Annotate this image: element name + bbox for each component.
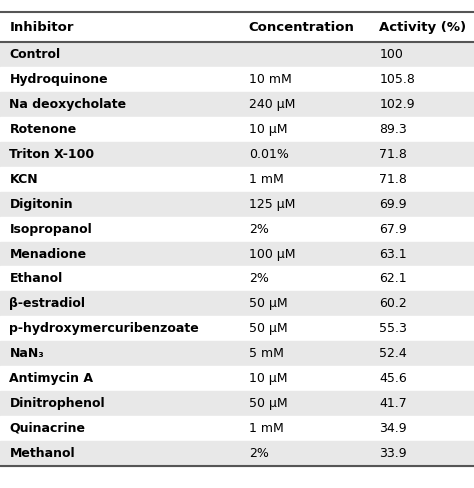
Text: Na deoxycholate: Na deoxycholate bbox=[9, 98, 127, 111]
Text: 5 mM: 5 mM bbox=[249, 347, 284, 360]
Text: Rotenone: Rotenone bbox=[9, 123, 77, 136]
Bar bbox=[0, 441, 474, 466]
Bar bbox=[0, 117, 474, 142]
Bar bbox=[0, 12, 474, 42]
Text: Inhibitor: Inhibitor bbox=[9, 21, 74, 34]
Text: 2%: 2% bbox=[249, 272, 269, 285]
Bar bbox=[0, 217, 474, 242]
Text: 71.8: 71.8 bbox=[379, 173, 407, 186]
Text: 0.01%: 0.01% bbox=[249, 148, 289, 161]
Text: Dinitrophenol: Dinitrophenol bbox=[9, 397, 105, 410]
Bar bbox=[0, 242, 474, 266]
Text: Digitonin: Digitonin bbox=[9, 198, 73, 211]
Bar bbox=[0, 341, 474, 366]
Text: 34.9: 34.9 bbox=[379, 422, 407, 435]
Text: KCN: KCN bbox=[9, 173, 38, 186]
Text: 100: 100 bbox=[379, 48, 403, 61]
Text: 41.7: 41.7 bbox=[379, 397, 407, 410]
Text: Ethanol: Ethanol bbox=[9, 272, 63, 285]
Text: 105.8: 105.8 bbox=[379, 73, 415, 86]
Text: 240 μM: 240 μM bbox=[249, 98, 295, 111]
Text: 63.1: 63.1 bbox=[379, 247, 407, 261]
Text: Menadione: Menadione bbox=[9, 247, 87, 261]
Text: 10 mM: 10 mM bbox=[249, 73, 292, 86]
Text: 2%: 2% bbox=[249, 223, 269, 236]
Text: NaN₃: NaN₃ bbox=[9, 347, 44, 360]
Text: Activity (%): Activity (%) bbox=[379, 21, 466, 34]
Text: 2%: 2% bbox=[249, 447, 269, 460]
Text: 125 μM: 125 μM bbox=[249, 198, 295, 211]
Text: Isopropanol: Isopropanol bbox=[9, 223, 92, 236]
Bar bbox=[0, 67, 474, 92]
Text: 69.9: 69.9 bbox=[379, 198, 407, 211]
Bar bbox=[0, 266, 474, 291]
Text: Concentration: Concentration bbox=[249, 21, 355, 34]
Text: 50 μM: 50 μM bbox=[249, 297, 287, 310]
Text: p-hydroxymercuribenzoate: p-hydroxymercuribenzoate bbox=[9, 322, 199, 335]
Bar bbox=[0, 142, 474, 167]
Bar bbox=[0, 42, 474, 67]
Text: 100 μM: 100 μM bbox=[249, 247, 295, 261]
Text: 10 μM: 10 μM bbox=[249, 123, 287, 136]
Text: 1 mM: 1 mM bbox=[249, 173, 283, 186]
Text: 89.3: 89.3 bbox=[379, 123, 407, 136]
Text: Hydroquinone: Hydroquinone bbox=[9, 73, 108, 86]
Text: 1 mM: 1 mM bbox=[249, 422, 283, 435]
Text: 55.3: 55.3 bbox=[379, 322, 407, 335]
Text: 102.9: 102.9 bbox=[379, 98, 415, 111]
Text: 67.9: 67.9 bbox=[379, 223, 407, 236]
Bar bbox=[0, 416, 474, 441]
Text: 10 μM: 10 μM bbox=[249, 372, 287, 385]
Text: 62.1: 62.1 bbox=[379, 272, 407, 285]
Text: Methanol: Methanol bbox=[9, 447, 75, 460]
Text: Control: Control bbox=[9, 48, 61, 61]
Text: 71.8: 71.8 bbox=[379, 148, 407, 161]
Text: Triton X-100: Triton X-100 bbox=[9, 148, 95, 161]
Text: β-estradiol: β-estradiol bbox=[9, 297, 85, 310]
Text: 45.6: 45.6 bbox=[379, 372, 407, 385]
Text: 50 μM: 50 μM bbox=[249, 397, 287, 410]
Text: Quinacrine: Quinacrine bbox=[9, 422, 85, 435]
Bar bbox=[0, 92, 474, 117]
Text: 52.4: 52.4 bbox=[379, 347, 407, 360]
Text: 60.2: 60.2 bbox=[379, 297, 407, 310]
Text: 50 μM: 50 μM bbox=[249, 322, 287, 335]
Text: Antimycin A: Antimycin A bbox=[9, 372, 93, 385]
Bar bbox=[0, 316, 474, 341]
Bar bbox=[0, 391, 474, 416]
Text: 33.9: 33.9 bbox=[379, 447, 407, 460]
Bar bbox=[0, 167, 474, 192]
Bar bbox=[0, 192, 474, 217]
Bar bbox=[0, 291, 474, 316]
Bar bbox=[0, 366, 474, 391]
